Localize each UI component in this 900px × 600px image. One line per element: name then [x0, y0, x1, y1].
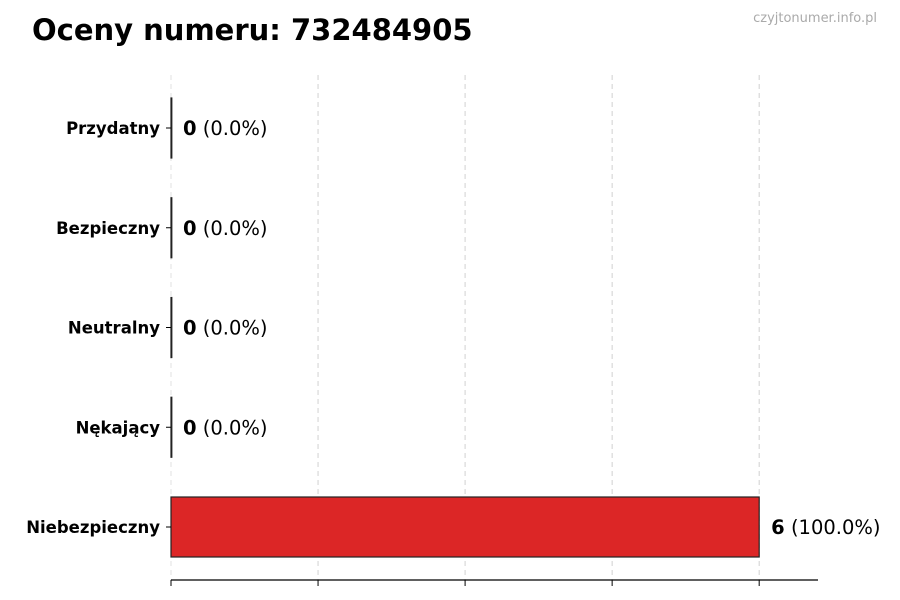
- category-label: Niebezpieczny: [26, 518, 160, 537]
- bar-neutralny: [170, 296, 173, 359]
- data-label-percent: (100.0%): [785, 516, 881, 539]
- bar-niebezpieczny: [170, 496, 760, 558]
- data-label-count: 0: [183, 317, 197, 340]
- category-label: Bezpieczny: [56, 219, 160, 238]
- bar-przydatny: [170, 97, 173, 159]
- data-label-count: 0: [183, 217, 197, 240]
- chart-title: Oceny numeru: 732484905: [32, 13, 473, 47]
- watermark: czyjtonumer.info.pl: [753, 11, 877, 26]
- data-label-count: 6: [771, 516, 785, 539]
- data-label-percent: (0.0%): [197, 416, 268, 439]
- data-label-count: 0: [183, 117, 197, 140]
- data-label: 6 (100.0%): [771, 516, 880, 539]
- category-label: Neutralny: [68, 319, 160, 338]
- data-label: 0 (0.0%): [183, 217, 268, 240]
- data-label-percent: (0.0%): [197, 317, 268, 340]
- data-label-percent: (0.0%): [197, 217, 268, 240]
- bar-nękający: [170, 396, 173, 458]
- data-label-percent: (0.0%): [197, 117, 268, 140]
- bar-bezpieczny: [170, 197, 173, 259]
- data-label: 0 (0.0%): [183, 416, 268, 439]
- category-label: Przydatny: [66, 119, 160, 138]
- data-label-count: 0: [183, 416, 197, 439]
- category-label: Nękający: [76, 418, 161, 437]
- data-label: 0 (0.0%): [183, 317, 268, 340]
- data-label: 0 (0.0%): [183, 117, 268, 140]
